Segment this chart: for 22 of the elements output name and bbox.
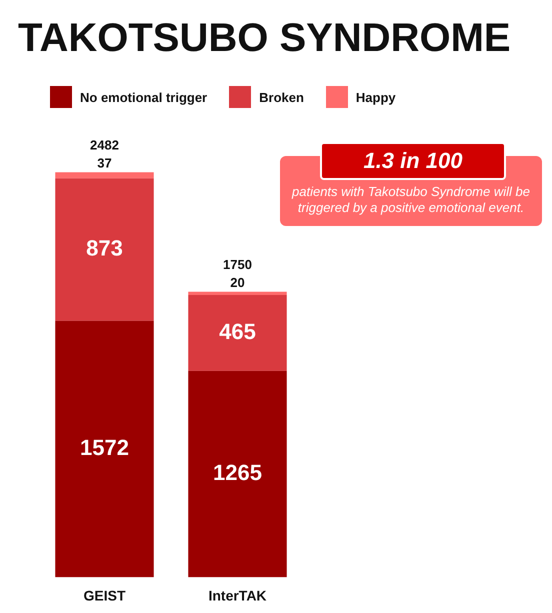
text: 1.3 in 100 xyxy=(320,142,506,180)
legend-label: No emotional trigger xyxy=(80,90,208,104)
legend-label: Broken xyxy=(259,90,304,104)
data-label: 1572 xyxy=(80,435,129,460)
bar xyxy=(188,370,287,578)
x-tick-label: InterTAK xyxy=(208,587,267,604)
bar xyxy=(188,292,287,295)
total-label: 2482 xyxy=(90,137,119,152)
data-label: 873 xyxy=(86,236,123,261)
chart-title: TAKOTSUBO SYNDROME xyxy=(18,16,511,61)
total-label: 1750 xyxy=(223,256,252,272)
data-label: 37 xyxy=(97,155,112,170)
bar xyxy=(55,172,154,178)
data-label: 1265 xyxy=(213,460,262,486)
data-label: 20 xyxy=(230,274,245,290)
annotation: patients with Takotsubo Syndrome will be triggered by a positive emotional event. xyxy=(290,184,531,216)
x-tick-label: GEIST xyxy=(83,587,126,604)
bar xyxy=(55,320,154,578)
legend-label: Happy xyxy=(356,90,396,104)
data-label: 465 xyxy=(219,318,256,344)
bar xyxy=(188,294,287,371)
bar xyxy=(55,178,154,321)
